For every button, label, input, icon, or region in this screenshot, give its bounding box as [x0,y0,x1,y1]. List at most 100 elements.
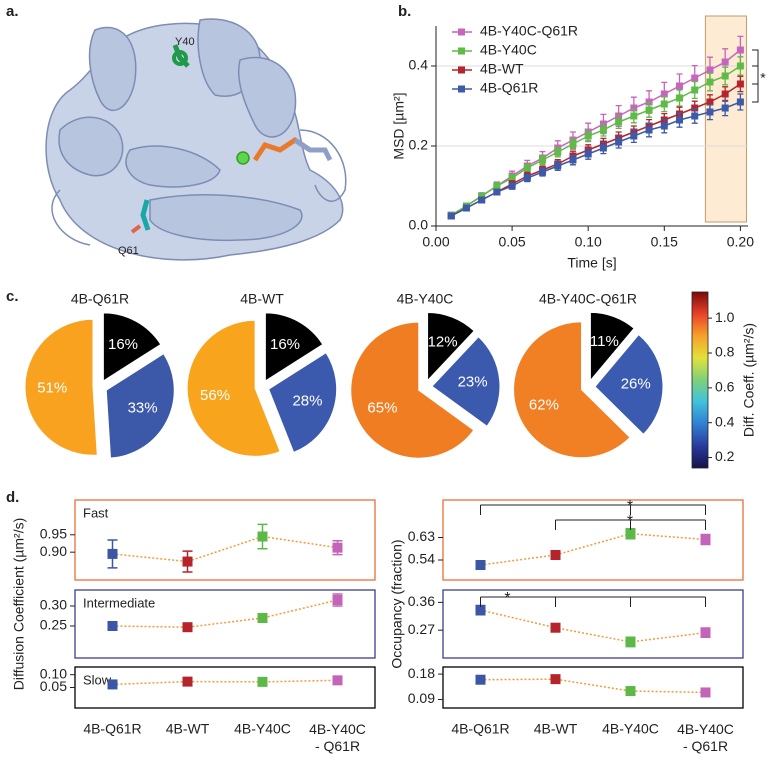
y-tick-label: 0.10 [40,665,67,681]
significance-bracket [555,519,706,530]
data-point [508,182,516,190]
x-tick-label: 0.20 [727,234,754,250]
data-point [462,204,470,212]
colorbar-label: Diff. Coeff. (µm²/s) [741,323,757,437]
data-point [332,675,343,686]
y-tick-label: 0.54 [408,551,435,567]
colorbar [691,291,709,469]
x-tick-label: 4B-Y40C - Q61R [677,721,734,754]
data-point [478,192,486,200]
colorbar-tick-label: 0.8 [715,344,735,360]
data-point [554,148,562,156]
pie-label: 26% [621,376,651,393]
legend-marker [458,66,465,74]
data-point [182,556,193,567]
legend-marker [458,47,465,55]
data-point [721,104,729,112]
y-tick-label: 0.05 [40,678,67,694]
data-point [332,542,343,553]
data-point [107,548,118,559]
pie-slice [513,321,631,459]
x-tick-label: 0.15 [651,234,678,250]
data-point [691,104,699,112]
data-point [706,108,714,116]
data-point [550,550,561,560]
trend-line [112,535,338,563]
data-point [660,90,668,98]
significance-bracket [480,504,706,515]
y-tick-label: 0.2 [409,137,429,153]
y-tick-label: 0.30 [40,597,67,613]
pie-slice [350,321,475,459]
subplot-frame [442,666,744,709]
pie-label: 51% [37,379,67,396]
pie-slice [264,312,324,382]
data-point [584,150,592,158]
pie-label: 33% [128,400,158,417]
pie-slice [589,311,635,382]
data-point [630,104,638,112]
data-point [523,164,531,172]
data-point [539,156,547,164]
data-point [721,58,729,66]
trend-line [480,532,706,566]
data-point [599,144,607,152]
pie-slice [594,333,664,436]
annotation: * [627,498,633,515]
data-point [493,182,501,190]
data-point [706,66,714,74]
trend-line [480,678,706,694]
data-point [107,679,118,690]
pie-title: 4B-WT [240,291,284,307]
y-tick-label: 0.63 [408,528,435,544]
x-tick-label: 4B-Y40C [602,721,659,737]
data-point [475,674,486,685]
residue-label: Y40 [175,36,195,48]
pie-label: 12% [428,334,458,351]
annotation: * [760,70,766,86]
data-point [584,132,592,140]
data-point [569,140,577,148]
data-point [257,531,268,542]
data-point [676,82,684,90]
pie-slice [268,352,338,454]
subplot-label: Intermediate [83,595,155,610]
x-tick-label: 4B-Y40C - Q61R [309,721,366,754]
data-point [700,687,711,698]
data-point [478,196,486,204]
colorbar-tick-label: 0.4 [715,413,735,429]
annotation: * [627,513,633,530]
data-point [332,595,343,605]
colorbar-tick-label: 1.0 [715,309,735,325]
panel-label: c. [6,288,19,305]
pie-label: 16% [108,336,138,353]
subplot-frame [74,499,376,581]
data-point [700,534,711,545]
data-point [475,560,486,570]
panel-label: a. [6,3,19,20]
data-point [615,118,623,126]
legend-label: 4B-Q61R [480,80,538,96]
data-point [550,622,561,633]
subplot-frame [442,499,744,581]
data-point [257,676,268,687]
legend-label: 4B-Y40C-Q61R [480,23,578,39]
pie-label: 65% [367,400,397,417]
legend-marker [458,85,465,93]
subplot-label: Slow [83,672,112,687]
y-tick-label: 0.90 [40,543,67,559]
data-point [630,132,638,140]
data-point [630,112,638,120]
y-tick-label: 0.18 [408,665,435,681]
data-point [182,676,193,687]
significance-bracket [480,596,706,607]
data-point [475,605,486,616]
y-tick-label: 0.4 [409,57,429,73]
data-point [625,686,636,697]
data-point [645,126,653,134]
data-point [721,90,729,98]
trend-line [480,609,706,643]
data-point [523,174,531,182]
legend-marker [458,28,465,36]
data-point [700,627,711,638]
